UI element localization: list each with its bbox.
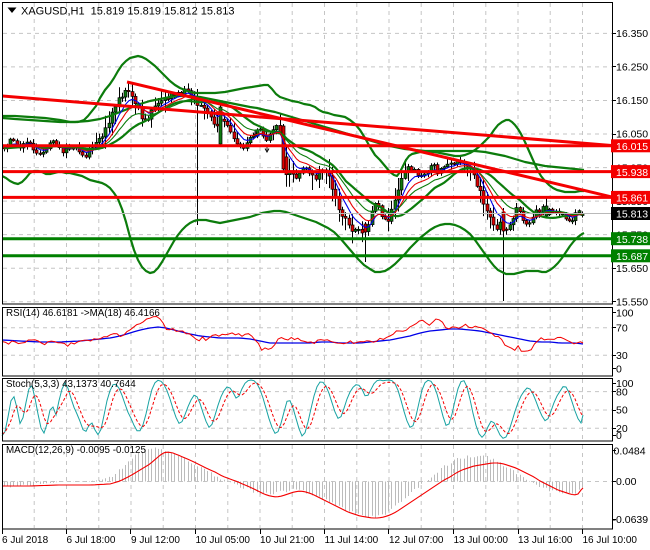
svg-text:6 Jul 18:00: 6 Jul 18:00 xyxy=(67,535,116,546)
svg-text:15.938: 15.938 xyxy=(616,167,648,179)
svg-text:20: 20 xyxy=(616,423,628,435)
svg-text:13 Jul 00:00: 13 Jul 00:00 xyxy=(454,535,509,546)
svg-text:10 Jul 21:00: 10 Jul 21:00 xyxy=(260,535,315,546)
svg-text:0: 0 xyxy=(616,364,622,376)
svg-text:50: 50 xyxy=(616,405,628,417)
svg-text:15.650: 15.650 xyxy=(616,263,648,275)
svg-text:15.738: 15.738 xyxy=(616,234,648,246)
svg-text:30: 30 xyxy=(616,350,628,362)
svg-text:100: 100 xyxy=(616,378,634,390)
svg-text:15.813: 15.813 xyxy=(616,209,648,221)
svg-text:XAGUSD,H1 15.819 15.819 15.81: XAGUSD,H1 15.819 15.819 15.812 15.813 xyxy=(21,6,234,18)
svg-text:MACD(12,26,9) -0.0095 -0.0125: MACD(12,26,9) -0.0095 -0.0125 xyxy=(6,445,147,456)
svg-text:0: 0 xyxy=(616,430,622,442)
svg-text:16.150: 16.150 xyxy=(616,95,648,107)
svg-text:12 Jul 07:00: 12 Jul 07:00 xyxy=(389,535,444,546)
svg-text:0.0484: 0.0484 xyxy=(614,446,646,458)
svg-text:9 Jul 12:00: 9 Jul 12:00 xyxy=(131,535,180,546)
svg-text:15.687: 15.687 xyxy=(616,251,648,263)
svg-text:13 Jul 16:00: 13 Jul 16:00 xyxy=(518,535,573,546)
svg-text:10 Jul 05:00: 10 Jul 05:00 xyxy=(196,535,251,546)
svg-text:-0.0639: -0.0639 xyxy=(613,514,649,526)
svg-text:Stoch(5,3,3) 43,1373 40.7644: Stoch(5,3,3) 43,1373 40.7644 xyxy=(6,379,136,390)
svg-text:RSI(14) 46.6181 ->MA(18) 46.4: RSI(14) 46.6181 ->MA(18) 46.4166 xyxy=(6,308,160,319)
svg-text:16.050: 16.050 xyxy=(616,129,648,141)
svg-text:15.550: 15.550 xyxy=(616,296,648,308)
svg-text:11 Jul 14:00: 11 Jul 14:00 xyxy=(325,535,379,546)
svg-text:0.00: 0.00 xyxy=(616,476,637,488)
svg-text:16.250: 16.250 xyxy=(616,62,648,74)
svg-text:6 Jul 2018: 6 Jul 2018 xyxy=(2,535,49,546)
svg-text:16.015: 16.015 xyxy=(616,141,648,153)
svg-text:70: 70 xyxy=(616,322,628,334)
svg-text:15.861: 15.861 xyxy=(616,193,648,205)
svg-text:16.350: 16.350 xyxy=(616,28,648,40)
svg-text:80: 80 xyxy=(616,386,628,398)
svg-text:100: 100 xyxy=(616,308,634,320)
svg-text:16 Jul 10:00: 16 Jul 10:00 xyxy=(583,535,638,546)
